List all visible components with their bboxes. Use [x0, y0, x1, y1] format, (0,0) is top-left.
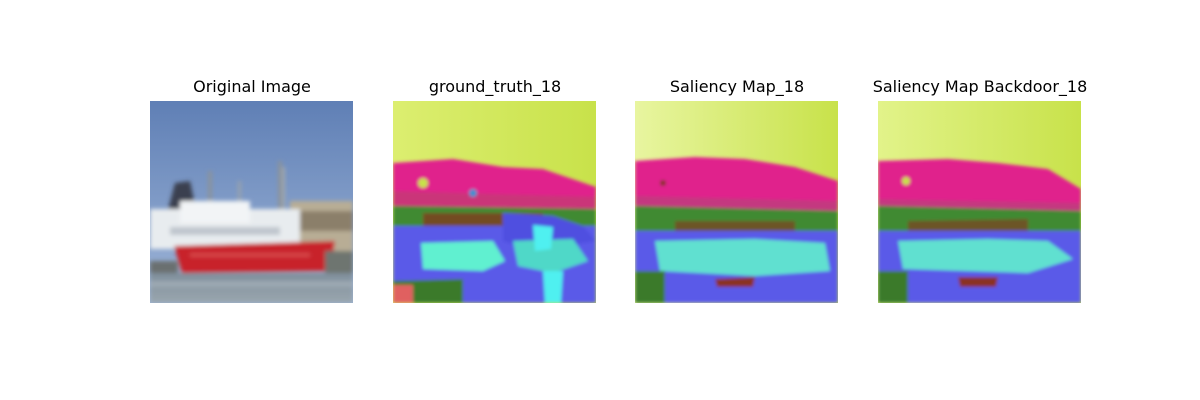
panel-title: ground_truth_18	[428, 77, 562, 96]
original-ship-photo	[150, 101, 353, 303]
saliency-map-backdoor	[878, 101, 1081, 303]
panel-saliency-map: Saliency Map_18	[635, 76, 839, 303]
panel-ground-truth: ground_truth_18	[393, 76, 597, 303]
saliency-map	[635, 101, 838, 303]
panel-title: Saliency Map_18	[669, 77, 805, 96]
panel-saliency-map-backdoor: Saliency Map Backdoor_18	[873, 76, 1087, 303]
panel-title: Saliency Map Backdoor_18	[872, 77, 1088, 96]
ground-truth-saliency-map	[393, 101, 596, 303]
panel-title: Original Image	[193, 77, 311, 96]
panel-original-image: Original Image	[150, 76, 354, 303]
